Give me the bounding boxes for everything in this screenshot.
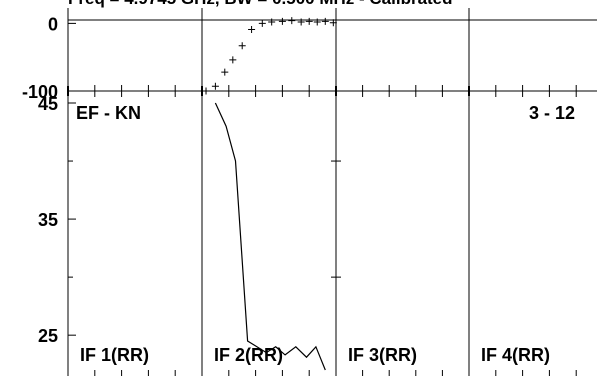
phase-point bbox=[202, 87, 210, 95]
phase-point bbox=[258, 19, 266, 27]
panel-frames bbox=[67, 8, 597, 376]
panel-label-if3: IF 3(RR) bbox=[348, 345, 417, 365]
phase-point bbox=[248, 25, 256, 33]
phase-point bbox=[211, 82, 219, 90]
amp-ytick-label: 25 bbox=[38, 326, 58, 346]
baseline-label: EF - KN bbox=[76, 103, 141, 123]
phase-point bbox=[305, 17, 313, 25]
phase-point bbox=[321, 17, 329, 25]
scan-label: 3 - 12 bbox=[529, 103, 575, 123]
phase-ytick-label: -100 bbox=[22, 82, 58, 102]
phase-point bbox=[329, 19, 337, 27]
panel-label-if2: IF 2(RR) bbox=[214, 345, 283, 365]
phase-point bbox=[229, 56, 237, 64]
phase-point bbox=[221, 68, 229, 76]
phase-point bbox=[313, 18, 321, 26]
phase-ytick-label: 0 bbox=[48, 14, 58, 34]
text-labels: Freq = 4.9745 GHz, BW = 0.500 MHz - Cali… bbox=[22, 0, 575, 365]
amplitude-line bbox=[214, 102, 326, 371]
panel-label-if1: IF 1(RR) bbox=[80, 345, 149, 365]
panel-label-if4: IF 4(RR) bbox=[481, 345, 550, 365]
axis-ticks bbox=[67, 22, 577, 376]
phase-point bbox=[268, 18, 276, 26]
phase-point bbox=[297, 18, 305, 26]
phase-point bbox=[278, 17, 286, 25]
phase-point bbox=[288, 17, 296, 25]
phase-point bbox=[238, 42, 246, 50]
data-marks bbox=[202, 17, 337, 371]
chart-title: Freq = 4.9745 GHz, BW = 0.500 MHz - Cali… bbox=[68, 0, 453, 8]
amp-ytick-label: 35 bbox=[38, 210, 58, 230]
amp-ytick-label: 45 bbox=[38, 94, 58, 114]
